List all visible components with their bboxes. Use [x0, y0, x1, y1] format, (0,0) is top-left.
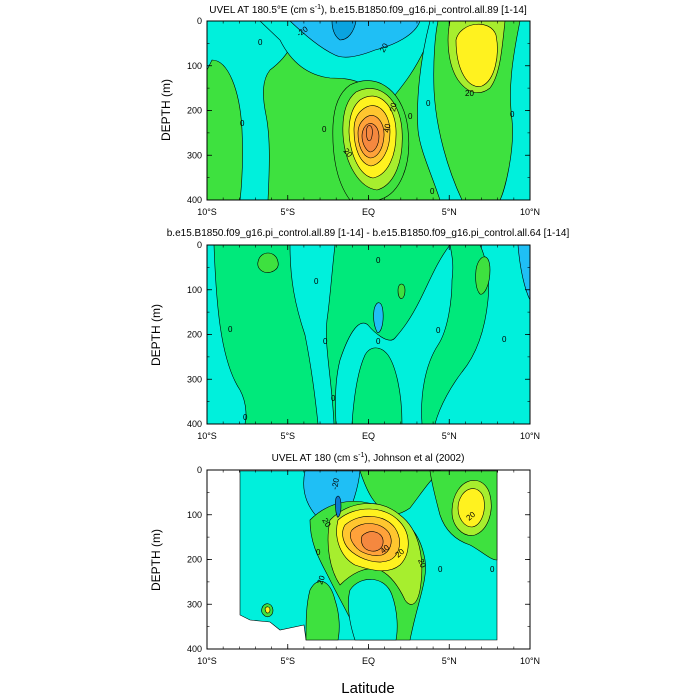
panel-2-contour-label: 0 — [376, 337, 381, 346]
panel-1-region-blue-top — [289, 21, 421, 58]
y-tick-label: 200 — [187, 555, 202, 565]
panel-2-region-cyan-left — [207, 245, 247, 424]
panel-3-x-ticks: 10°S 5°S EQ 5°N 10°N — [197, 470, 540, 666]
x-tick-label: 10°N — [520, 207, 540, 217]
panel-1-contour-label: 0 — [510, 110, 515, 119]
panel-3-contour-label: -20 — [330, 477, 341, 490]
panel-3-region-30-right — [457, 488, 485, 528]
x-tick-label: 5°S — [280, 431, 295, 441]
y-tick-label: 300 — [187, 150, 202, 160]
panel-2-contour-label: 0 — [376, 256, 381, 265]
panel-3-contour-label: 0 — [316, 548, 321, 557]
panel-3-region-cyan-inner — [348, 579, 398, 641]
panel-2-y-ticks: 0 100 200 300 400 — [187, 240, 530, 429]
panel-1-contour-label: 0 — [258, 38, 263, 47]
panel-2-region-cyan-center — [335, 245, 454, 424]
x-tick-label: 5°N — [442, 431, 457, 441]
panel-2-contour-label: 0 — [323, 337, 328, 346]
y-tick-label: 100 — [187, 285, 202, 295]
panel-1-x-ticks: 10°S 5°S EQ 5°N 10°N — [197, 21, 540, 217]
panel-3-field — [239, 470, 498, 641]
panel-1-core-ring — [366, 125, 373, 142]
panel-1-region-30-right — [455, 23, 498, 87]
panel-2-region-blue-center — [373, 302, 384, 333]
y-tick-label: 0 — [197, 16, 202, 26]
panel-1-ylabel: DEPTH (m) — [159, 79, 173, 141]
panel-2-contour-label: 0 — [331, 394, 336, 403]
panel-2-region-green-left-top — [257, 252, 279, 273]
panel-3-contour-label: 20 — [315, 574, 327, 586]
panel-1-contour-label: 0 — [430, 187, 435, 196]
y-tick-label: 100 — [187, 510, 202, 520]
panel-1-field — [207, 21, 530, 200]
x-tick-label: 5°S — [280, 207, 295, 217]
panel-2: b.e15.B1850.f09_g16.pi_control.all.89 [1… — [149, 228, 569, 441]
panel-2-region-blue-right — [517, 245, 530, 301]
panel-1-contour-label: 0 — [426, 99, 431, 108]
panel-2-x-ticks: 10°S 5°S EQ 5°N 10°N — [197, 245, 540, 441]
panel-3-contour-label: 0 — [490, 565, 495, 574]
panel-1-contour-label: 0 — [408, 112, 413, 121]
y-tick-label: 400 — [187, 195, 202, 205]
panel-1: UVEL AT 180.5°E (cm s-1), b.e15.B1850.f0… — [159, 4, 540, 217]
y-tick-label: 400 — [187, 419, 202, 429]
panel-3-region-yellow-small-left — [264, 606, 271, 614]
y-tick-label: 200 — [187, 106, 202, 116]
x-tick-label: 5°N — [442, 207, 457, 217]
y-tick-label: 0 — [197, 465, 202, 475]
panel-1-contour-label: 20 — [388, 101, 399, 112]
x-tick-label: 5°N — [442, 656, 457, 666]
y-tick-label: 200 — [187, 330, 202, 340]
x-tick-label: 10°S — [197, 431, 217, 441]
panel-2-field — [207, 245, 530, 424]
panel-3-contour-label: 20 — [416, 558, 428, 570]
panel-3-region-green-lower-left — [305, 581, 340, 641]
panel-2-contour-label: 0 — [314, 277, 319, 286]
x-tick-label: 10°N — [520, 656, 540, 666]
x-tick-label: 10°S — [197, 656, 217, 666]
panel-2-contour-label: 0 — [228, 325, 233, 334]
y-tick-label: 0 — [197, 240, 202, 250]
panel-3-region-core-60 — [361, 531, 384, 552]
x-axis-label: Latitude — [341, 680, 394, 697]
panel-1-contour-label: 0 — [240, 119, 245, 128]
x-tick-label: EQ — [362, 207, 375, 217]
panel-2-region-green-right — [475, 256, 491, 295]
panel-1-region-deep-blue — [331, 21, 357, 41]
panel-1-contour-label: 40 — [382, 122, 393, 133]
panel-1-contour-label: 20 — [465, 89, 474, 98]
panel-1-title: UVEL AT 180.5°E (cm s-1), b.e15.B1850.f0… — [209, 4, 527, 16]
panel-2-region-cyan-mid-left — [289, 245, 336, 424]
panel-3-ylabel: DEPTH (m) — [149, 529, 163, 591]
panel-3: UVEL AT 180 (cm s-1), Johnson et al (200… — [149, 452, 540, 666]
x-tick-label: 10°N — [520, 431, 540, 441]
x-tick-label: EQ — [362, 656, 375, 666]
panel-2-title: b.e15.B1850.f09_g16.pi_control.all.89 [1… — [167, 228, 570, 239]
panel-2-contour-label: 0 — [243, 413, 248, 422]
y-tick-label: 300 — [187, 374, 202, 384]
panel-3-blue-filament — [335, 495, 342, 518]
y-tick-label: 100 — [187, 61, 202, 71]
panel-3-contour-label: 0 — [438, 565, 443, 574]
x-tick-label: 10°S — [197, 207, 217, 217]
panel-1-contour-label: 0 — [322, 125, 327, 134]
y-tick-label: 400 — [187, 644, 202, 654]
x-tick-label: 5°S — [280, 656, 295, 666]
x-tick-label: EQ — [362, 431, 375, 441]
panel-3-title: UVEL AT 180 (cm s-1), Johnson et al (200… — [272, 452, 465, 464]
panel-2-region-green-center — [397, 283, 406, 299]
panel-2-contour-labels: 0 0 0 0 0 0 0 0 0 — [228, 256, 507, 422]
panel-2-ylabel: DEPTH (m) — [149, 304, 163, 366]
y-tick-label: 300 — [187, 599, 202, 609]
panel-2-contour-label: 0 — [502, 335, 507, 344]
panel-2-contour-label: 0 — [436, 326, 441, 335]
